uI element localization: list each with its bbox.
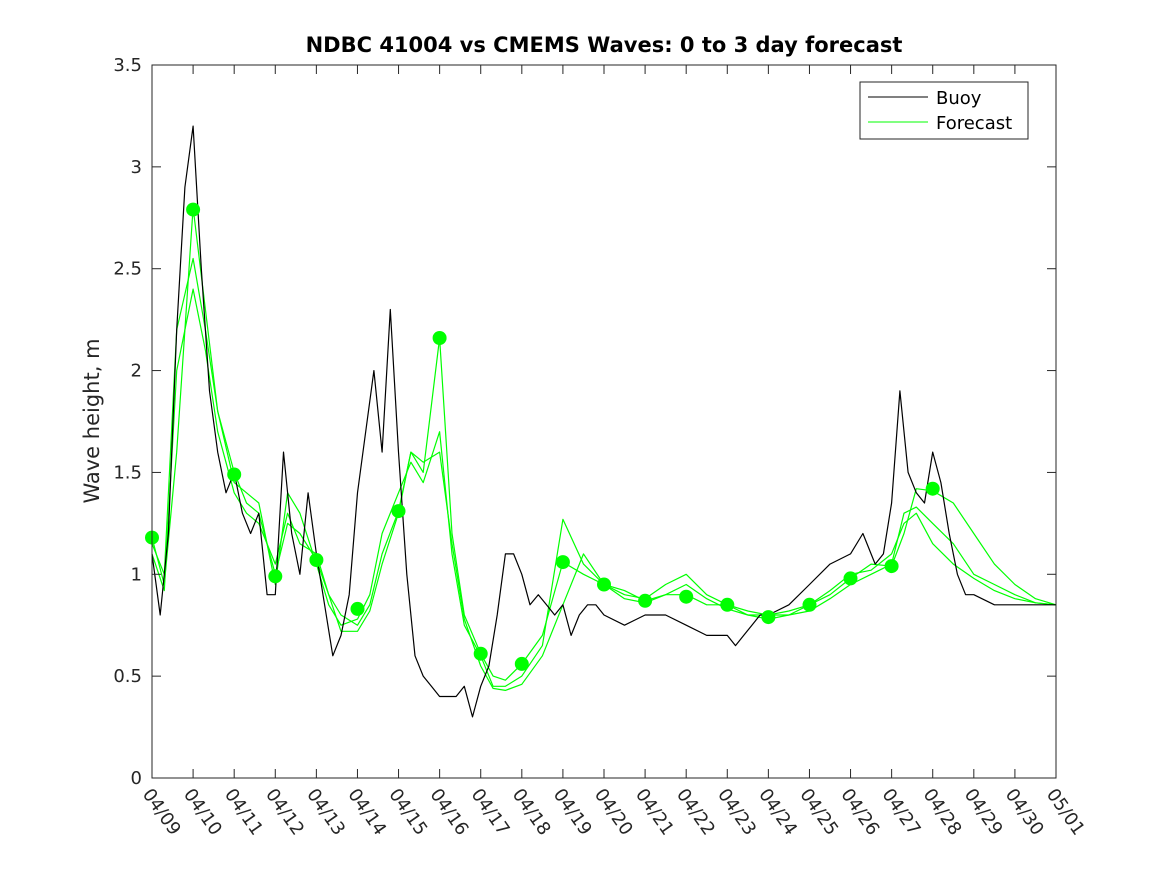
forecast-marker	[761, 610, 776, 625]
y-axis: 0 0.5 1 1.5 2 2.5 3 3.5	[113, 55, 1056, 789]
forecast-run-2-line	[151, 288, 1057, 692]
axes-box	[151, 64, 1057, 779]
chart-title: NDBC 41004 vs CMEMS Waves: 0 to 3 day fo…	[306, 33, 903, 57]
forecast-marker	[555, 555, 570, 570]
forecast-marker	[638, 593, 653, 608]
forecast-marker	[432, 331, 447, 345]
x-tick-label: 04/23	[713, 785, 760, 840]
y-tick-label: 0.5	[113, 666, 142, 687]
forecast-marker	[473, 646, 488, 661]
x-tick-label: 04/17	[467, 785, 514, 840]
x-axis: 04/0904/1004/1104/1204/1304/1404/1504/16…	[138, 65, 1089, 839]
x-tick-label: 04/24	[754, 785, 801, 840]
y-tick-label: 0	[131, 768, 142, 789]
x-tick-label: 04/19	[549, 785, 596, 840]
x-tick-label: 04/26	[836, 785, 883, 840]
forecast-marker	[802, 597, 817, 612]
forecast-marker	[268, 569, 283, 584]
forecast-marker	[720, 597, 735, 612]
x-tick-label: 04/28	[919, 785, 966, 840]
y-tick-label: 1.5	[113, 462, 142, 483]
y-tick-label: 2	[131, 361, 142, 382]
x-tick-label: 04/21	[631, 785, 678, 840]
x-tick-label: 04/18	[508, 785, 555, 840]
x-tick-label: 04/09	[138, 785, 185, 840]
y-axis-label: Wave height, m	[80, 338, 104, 503]
x-tick-label: 04/22	[672, 785, 719, 840]
y-tick-label: 3	[131, 157, 142, 178]
forecast-marker	[514, 656, 529, 671]
forecast-marker	[843, 571, 858, 586]
legend-box	[859, 81, 1029, 140]
x-tick-label: 04/20	[590, 785, 637, 840]
legend-forecast-label: Forecast	[936, 113, 1012, 134]
plot-area	[145, 125, 1057, 718]
forecast-marker	[227, 467, 242, 482]
forecast-marker	[350, 601, 365, 616]
x-tick-label: 05/01	[1042, 785, 1089, 840]
forecast-marker	[925, 481, 940, 496]
x-tick-label: 04/12	[261, 785, 308, 840]
x-tick-label: 04/29	[960, 785, 1007, 840]
forecast-line	[151, 207, 1057, 681]
forecast-marker	[186, 202, 201, 217]
forecast-marker	[309, 553, 324, 567]
y-tick-label: 3.5	[113, 55, 142, 76]
forecast-marker	[597, 577, 611, 592]
x-tick-label: 04/11	[220, 785, 267, 840]
x-tick-label: 04/27	[878, 785, 925, 840]
legend: Buoy Forecast	[859, 81, 1029, 140]
x-tick-label: 04/25	[795, 785, 842, 840]
x-tick-label: 04/15	[384, 785, 431, 840]
buoy-line	[151, 125, 1056, 718]
x-tick-label: 04/13	[302, 785, 349, 840]
forecast-run-1-line	[151, 257, 1057, 687]
x-tick-label: 04/10	[179, 785, 226, 840]
x-tick-label: 04/30	[1001, 785, 1048, 840]
x-tick-label: 04/14	[343, 785, 390, 840]
legend-buoy-label: Buoy	[936, 88, 982, 109]
x-tick-label: 04/16	[426, 785, 473, 840]
forecast-marker	[391, 504, 406, 519]
y-tick-label: 1	[131, 564, 142, 585]
forecast-marker	[884, 559, 899, 574]
forecast-marker	[679, 589, 694, 604]
y-tick-label: 2.5	[113, 259, 142, 280]
